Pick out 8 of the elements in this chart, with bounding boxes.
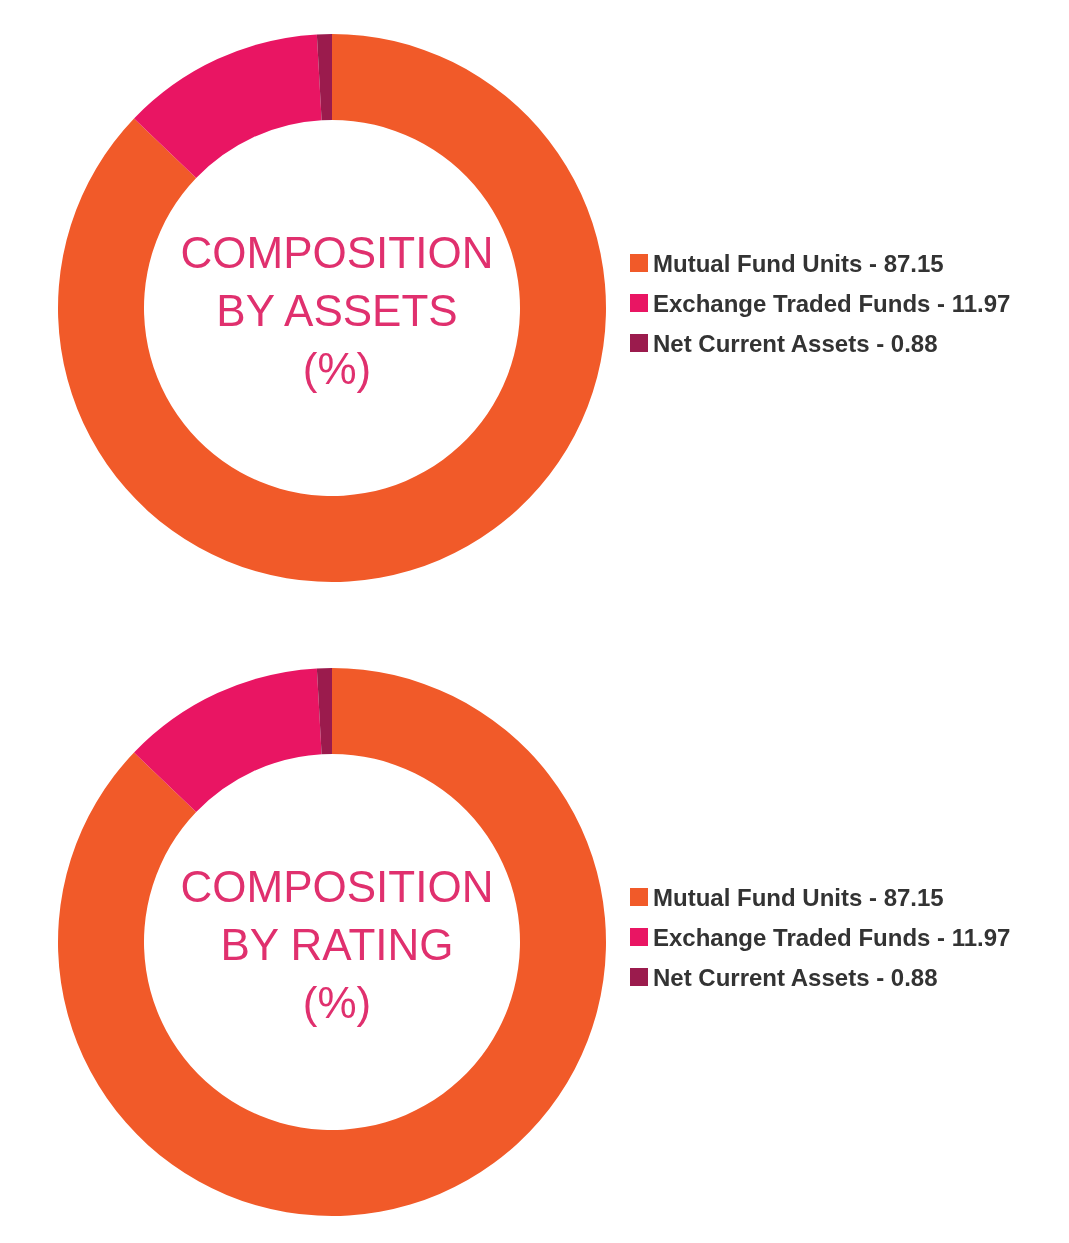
legend-label: Net Current Assets - 0.88 [653,963,938,991]
text: COMPOSITION BY ASSETS (%) [180,227,494,393]
legend-label: Mutual Fund Units - 87.15 [653,249,944,277]
legend-label: Net Current Assets - 0.88 [653,329,938,357]
text: COMPOSITION BY RATING (%) [180,861,494,1027]
legend-label: Exchange Traded Funds - 11.97 [653,289,1011,317]
legend-label: Exchange Traded Funds - 11.97 [653,923,1011,951]
legend-label: Mutual Fund Units - 87.15 [653,883,944,911]
